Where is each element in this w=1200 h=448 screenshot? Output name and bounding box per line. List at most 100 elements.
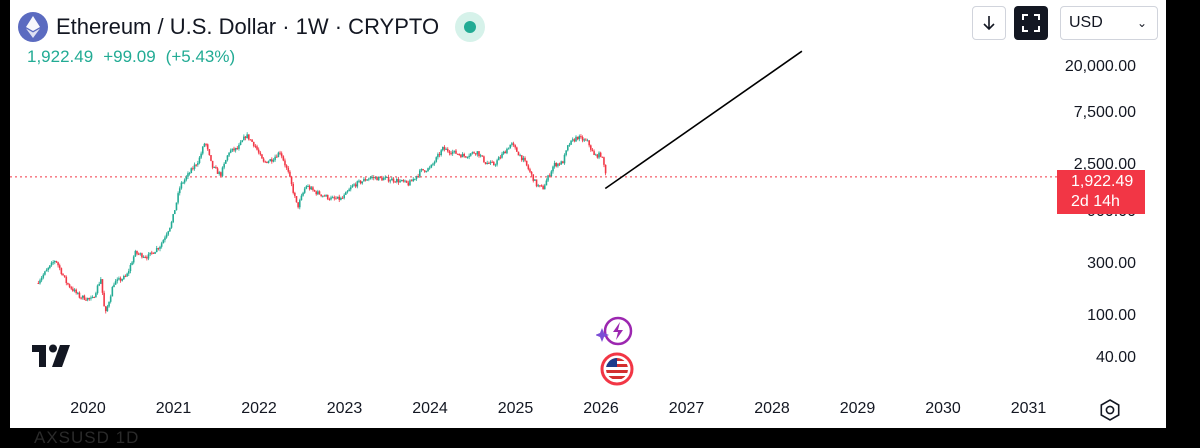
settings-gear-icon[interactable] bbox=[1098, 398, 1122, 427]
candle-body bbox=[384, 177, 387, 179]
candle-body bbox=[591, 149, 594, 152]
price-chart[interactable] bbox=[10, 0, 1166, 428]
candle-body bbox=[478, 151, 480, 157]
candle-body bbox=[479, 155, 482, 157]
us-flag-event-icon[interactable] bbox=[596, 352, 634, 391]
candle-body bbox=[37, 283, 40, 284]
price-axis-label: 2,500.00 bbox=[1073, 155, 1136, 173]
candle-body bbox=[119, 278, 122, 281]
candle-body bbox=[300, 195, 303, 201]
candle-body bbox=[55, 261, 58, 263]
symbol-title[interactable]: Ethereum / U.S. Dollar · 1W · CRYPTO bbox=[56, 14, 440, 39]
candle-body bbox=[484, 162, 487, 165]
candle-body bbox=[152, 252, 155, 254]
candle-body bbox=[195, 164, 197, 166]
candle-body bbox=[387, 176, 390, 182]
price-summary: 1,922.49 +99.09 (+5.43%) bbox=[27, 47, 245, 67]
candle-body bbox=[450, 153, 452, 155]
candle-body bbox=[177, 193, 179, 203]
candle-body bbox=[136, 250, 138, 254]
candle-body bbox=[532, 174, 535, 181]
candle-body bbox=[88, 297, 91, 299]
candle-body bbox=[45, 269, 48, 272]
price-axis-label: 20,000.00 bbox=[1064, 58, 1136, 75]
candle-body bbox=[331, 197, 334, 199]
candle-body bbox=[206, 144, 209, 150]
candle-body bbox=[305, 186, 308, 189]
candle-body bbox=[73, 289, 76, 291]
candle-body bbox=[188, 173, 191, 175]
candle-body bbox=[42, 274, 45, 278]
candle-body bbox=[172, 214, 174, 223]
candle-body bbox=[68, 284, 71, 288]
candle-body bbox=[358, 180, 360, 182]
candle-body bbox=[407, 182, 410, 186]
candle-body bbox=[466, 157, 469, 159]
price-axis-label: 300.00 bbox=[1087, 254, 1136, 272]
candle-body bbox=[118, 278, 120, 280]
candle-body bbox=[274, 156, 276, 160]
candle-body bbox=[167, 231, 170, 235]
candle-body bbox=[415, 176, 418, 179]
candle-body bbox=[435, 157, 438, 162]
candle-body bbox=[50, 262, 53, 266]
candle-body bbox=[391, 178, 393, 181]
candle-body bbox=[272, 159, 275, 162]
candle-body bbox=[103, 292, 105, 307]
ai-event-icon[interactable] bbox=[595, 316, 634, 351]
candle-body bbox=[193, 164, 196, 169]
candle-body bbox=[504, 151, 507, 154]
candle-body bbox=[540, 185, 543, 187]
candle-body bbox=[499, 157, 502, 159]
candle-body bbox=[440, 150, 442, 156]
candle-body bbox=[221, 167, 224, 176]
candle-body bbox=[604, 164, 607, 174]
download-button[interactable] bbox=[972, 6, 1006, 40]
candle-body bbox=[552, 166, 554, 172]
candle-body bbox=[80, 297, 82, 299]
candle-body bbox=[489, 161, 492, 164]
candle-body bbox=[486, 163, 489, 165]
candle-body bbox=[469, 153, 472, 156]
time-axis-label: 2029 bbox=[839, 400, 876, 417]
candle-body bbox=[213, 166, 216, 168]
candle-body bbox=[256, 146, 258, 150]
candle-body bbox=[598, 152, 600, 158]
candle-body bbox=[425, 171, 428, 173]
candle-body bbox=[243, 136, 245, 141]
candle-body bbox=[75, 289, 77, 293]
candle-body bbox=[208, 149, 211, 156]
candle-body bbox=[374, 177, 377, 179]
price-axis-label: 100.00 bbox=[1087, 306, 1136, 324]
candle-body bbox=[282, 156, 285, 161]
candle-body bbox=[180, 182, 183, 189]
tradingview-logo-icon[interactable] bbox=[32, 343, 80, 374]
price-tag-value: 1,922.49 bbox=[1071, 173, 1134, 190]
candle-body bbox=[328, 199, 331, 201]
candle-body bbox=[129, 264, 132, 271]
candle-body bbox=[405, 180, 408, 183]
candle-body bbox=[210, 155, 212, 161]
candle-body bbox=[369, 177, 372, 179]
time-axis-label: 2025 bbox=[497, 400, 534, 417]
market-status-icon[interactable] bbox=[455, 12, 486, 42]
candle-body bbox=[376, 177, 378, 181]
candle-body bbox=[39, 280, 41, 284]
candle-body bbox=[535, 179, 538, 187]
candle-body bbox=[62, 273, 64, 276]
candle-body bbox=[123, 276, 125, 280]
bottom-strip-symbol: AXSUSD 1D bbox=[34, 428, 140, 447]
candle-body bbox=[509, 144, 512, 149]
candle-body bbox=[85, 299, 87, 301]
fullscreen-button[interactable] bbox=[1014, 6, 1048, 40]
candle-body bbox=[53, 261, 56, 263]
currency-select[interactable]: USD ⌄ bbox=[1060, 6, 1158, 40]
candle-body bbox=[252, 141, 255, 146]
candle-body bbox=[460, 154, 462, 158]
candle-body bbox=[269, 159, 271, 162]
candle-body bbox=[410, 180, 413, 182]
candle-body bbox=[229, 150, 232, 153]
trend-line-drawing[interactable] bbox=[604, 50, 803, 190]
candle-body bbox=[131, 262, 133, 265]
candle-body bbox=[114, 281, 117, 285]
